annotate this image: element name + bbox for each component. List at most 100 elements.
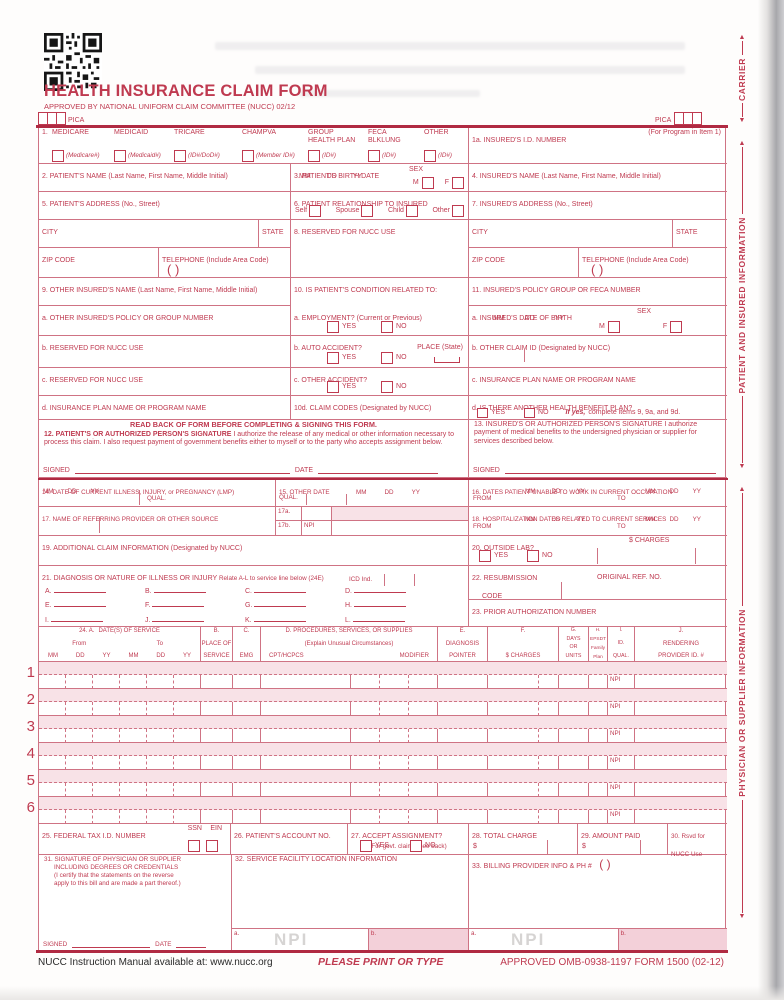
service-line-shaded-area[interactable]	[39, 770, 727, 783]
diag-b-field[interactable]	[153, 592, 206, 593]
cell-to-dd[interactable]	[147, 729, 174, 743]
cell-to-dd[interactable]	[147, 810, 174, 824]
cell-diagnosis-pointer[interactable]	[438, 702, 488, 716]
cell-modifier-1[interactable]	[351, 675, 380, 689]
cell-modifier-2[interactable]	[380, 810, 409, 824]
cell-to-mm[interactable]	[120, 675, 147, 689]
cell-npi[interactable]: NPI	[608, 810, 635, 824]
cell-rendering-provider[interactable]	[635, 756, 727, 769]
other-accident-no-checkbox[interactable]	[381, 381, 394, 393]
cell-from-yy[interactable]	[93, 675, 120, 689]
insured-state-field[interactable]: STATE	[673, 220, 727, 248]
physician-signature-line[interactable]	[72, 940, 151, 948]
auto-accident-yes-checkbox[interactable]	[327, 352, 339, 364]
tricare-checkbox[interactable]	[174, 150, 186, 162]
another-plan-no-checkbox[interactable]	[524, 408, 536, 418]
cell-charges-cents[interactable]	[539, 810, 559, 824]
box-29-amount-paid[interactable]: 29. AMOUNT PAID $	[578, 824, 668, 855]
service-line-shaded-area[interactable]	[39, 689, 727, 702]
cell-epsdt[interactable]	[589, 729, 608, 743]
sex-male-checkbox[interactable]	[421, 177, 434, 189]
box-17-referring-provider[interactable]: 17. NAME OF REFERRING PROVIDER OR OTHER …	[39, 507, 276, 536]
patient-zip-field[interactable]: ZIP CODE	[39, 248, 159, 278]
diag-k-field[interactable]	[253, 620, 306, 622]
cell-days-units[interactable]	[559, 702, 589, 716]
cell-days-units[interactable]	[559, 675, 589, 689]
box-28-total-charge[interactable]: 28. TOTAL CHARGE $	[469, 824, 578, 855]
cell-from-yy[interactable]	[93, 702, 120, 716]
cell-to-mm[interactable]	[120, 756, 147, 770]
box-2-patient-name[interactable]: 2. PATIENT'S NAME (Last Name, First Name…	[39, 164, 291, 192]
ein-checkbox[interactable]	[206, 840, 218, 852]
box-4-insured-name[interactable]: 4. INSURED'S NAME (Last Name, First Name…	[469, 164, 727, 192]
cell-diagnosis-pointer[interactable]	[438, 675, 488, 689]
diag-e-field[interactable]	[53, 606, 106, 608]
cell-charges[interactable]	[488, 702, 539, 716]
cell-to-mm[interactable]	[120, 729, 147, 743]
cell-from-mm[interactable]	[39, 783, 66, 797]
cell-from-dd[interactable]	[66, 702, 93, 716]
box17a-value-cell[interactable]	[332, 507, 468, 520]
box-22-resubmission[interactable]: 22. RESUBMISSION CODE ORIGINAL REF. NO.	[469, 566, 727, 600]
patient-sign-date-line[interactable]	[318, 466, 438, 474]
cell-npi[interactable]: NPI	[608, 702, 635, 716]
box17b-value-cell[interactable]	[332, 521, 468, 535]
cell-modifier-1[interactable]	[351, 729, 380, 743]
ssn-checkbox[interactable]	[188, 840, 200, 852]
cell-charges-cents[interactable]	[539, 675, 559, 689]
diag-d-field[interactable]	[353, 592, 406, 593]
medicare-checkbox[interactable]	[52, 150, 64, 162]
patient-signature-line[interactable]	[74, 466, 290, 474]
cell-modifier-1[interactable]	[351, 756, 380, 770]
cell-from-mm[interactable]	[39, 702, 66, 716]
cell-to-dd[interactable]	[147, 756, 174, 770]
cell-diagnosis-pointer[interactable]	[438, 783, 488, 797]
cell-to-mm[interactable]	[120, 702, 147, 716]
cell-modifier-3[interactable]	[409, 756, 438, 770]
cell-cpt-hcpcs[interactable]	[261, 783, 351, 797]
cell-cpt-hcpcs[interactable]	[261, 756, 351, 770]
cell-place-of-service[interactable]	[201, 783, 233, 797]
pica-box[interactable]	[692, 112, 703, 125]
box-11c-insurance-plan[interactable]: c. INSURANCE PLAN NAME OR PROGRAM NAME	[469, 368, 727, 396]
physician-sign-date-line[interactable]	[176, 940, 207, 948]
cell-modifier-3[interactable]	[409, 810, 438, 824]
cell-place-of-service[interactable]	[201, 756, 233, 770]
insured-city-field[interactable]: CITY	[469, 220, 673, 248]
cell-modifier-1[interactable]	[351, 702, 380, 716]
cell-to-yy[interactable]	[174, 729, 201, 743]
cell-modifier-3[interactable]	[409, 702, 438, 716]
box-3-patient-birthdate[interactable]: 3. PATIENT'S BIRTH DATE SEX MM DD YY M F	[291, 164, 469, 192]
cell-days-units[interactable]	[559, 810, 589, 824]
self-checkbox[interactable]	[309, 205, 322, 217]
cell-diagnosis-pointer[interactable]	[438, 729, 488, 743]
diag-f-field[interactable]	[152, 606, 205, 608]
cell-from-dd[interactable]	[66, 675, 93, 689]
patient-phone-field[interactable]: TELEPHONE (Include Area Code) ( )	[159, 248, 291, 278]
cell-charges[interactable]	[488, 810, 539, 824]
cell-from-yy[interactable]	[93, 783, 120, 797]
cell-from-yy[interactable]	[93, 756, 120, 770]
child-checkbox[interactable]	[405, 205, 418, 217]
box17a-qual-cell[interactable]	[302, 507, 332, 520]
diag-h-field[interactable]	[353, 606, 406, 608]
diag-a-field[interactable]	[53, 592, 106, 593]
diag-l-field[interactable]	[352, 620, 405, 622]
cell-from-dd[interactable]	[66, 783, 93, 797]
box-9a-other-insured-policy[interactable]: a. OTHER INSURED'S POLICY OR GROUP NUMBE…	[39, 306, 291, 336]
champva-checkbox[interactable]	[242, 150, 254, 162]
cell-from-yy[interactable]	[93, 729, 120, 743]
insured-signature-line[interactable]	[504, 466, 716, 474]
cell-charges[interactable]	[488, 783, 539, 797]
cell-charges[interactable]	[488, 729, 539, 743]
box-10d-claim-codes[interactable]: 10d. CLAIM CODES (Designated by NUCC)	[291, 396, 469, 420]
cell-charges[interactable]	[488, 756, 539, 770]
diag-g-field[interactable]	[254, 606, 307, 608]
cell-charges-cents[interactable]	[539, 702, 559, 716]
cell-from-mm[interactable]	[39, 756, 66, 770]
cell-modifier-3[interactable]	[409, 675, 438, 689]
cell-rendering-provider[interactable]	[635, 783, 727, 796]
cell-to-yy[interactable]	[174, 783, 201, 797]
cell-to-dd[interactable]	[147, 675, 174, 689]
cell-from-yy[interactable]	[93, 810, 120, 824]
